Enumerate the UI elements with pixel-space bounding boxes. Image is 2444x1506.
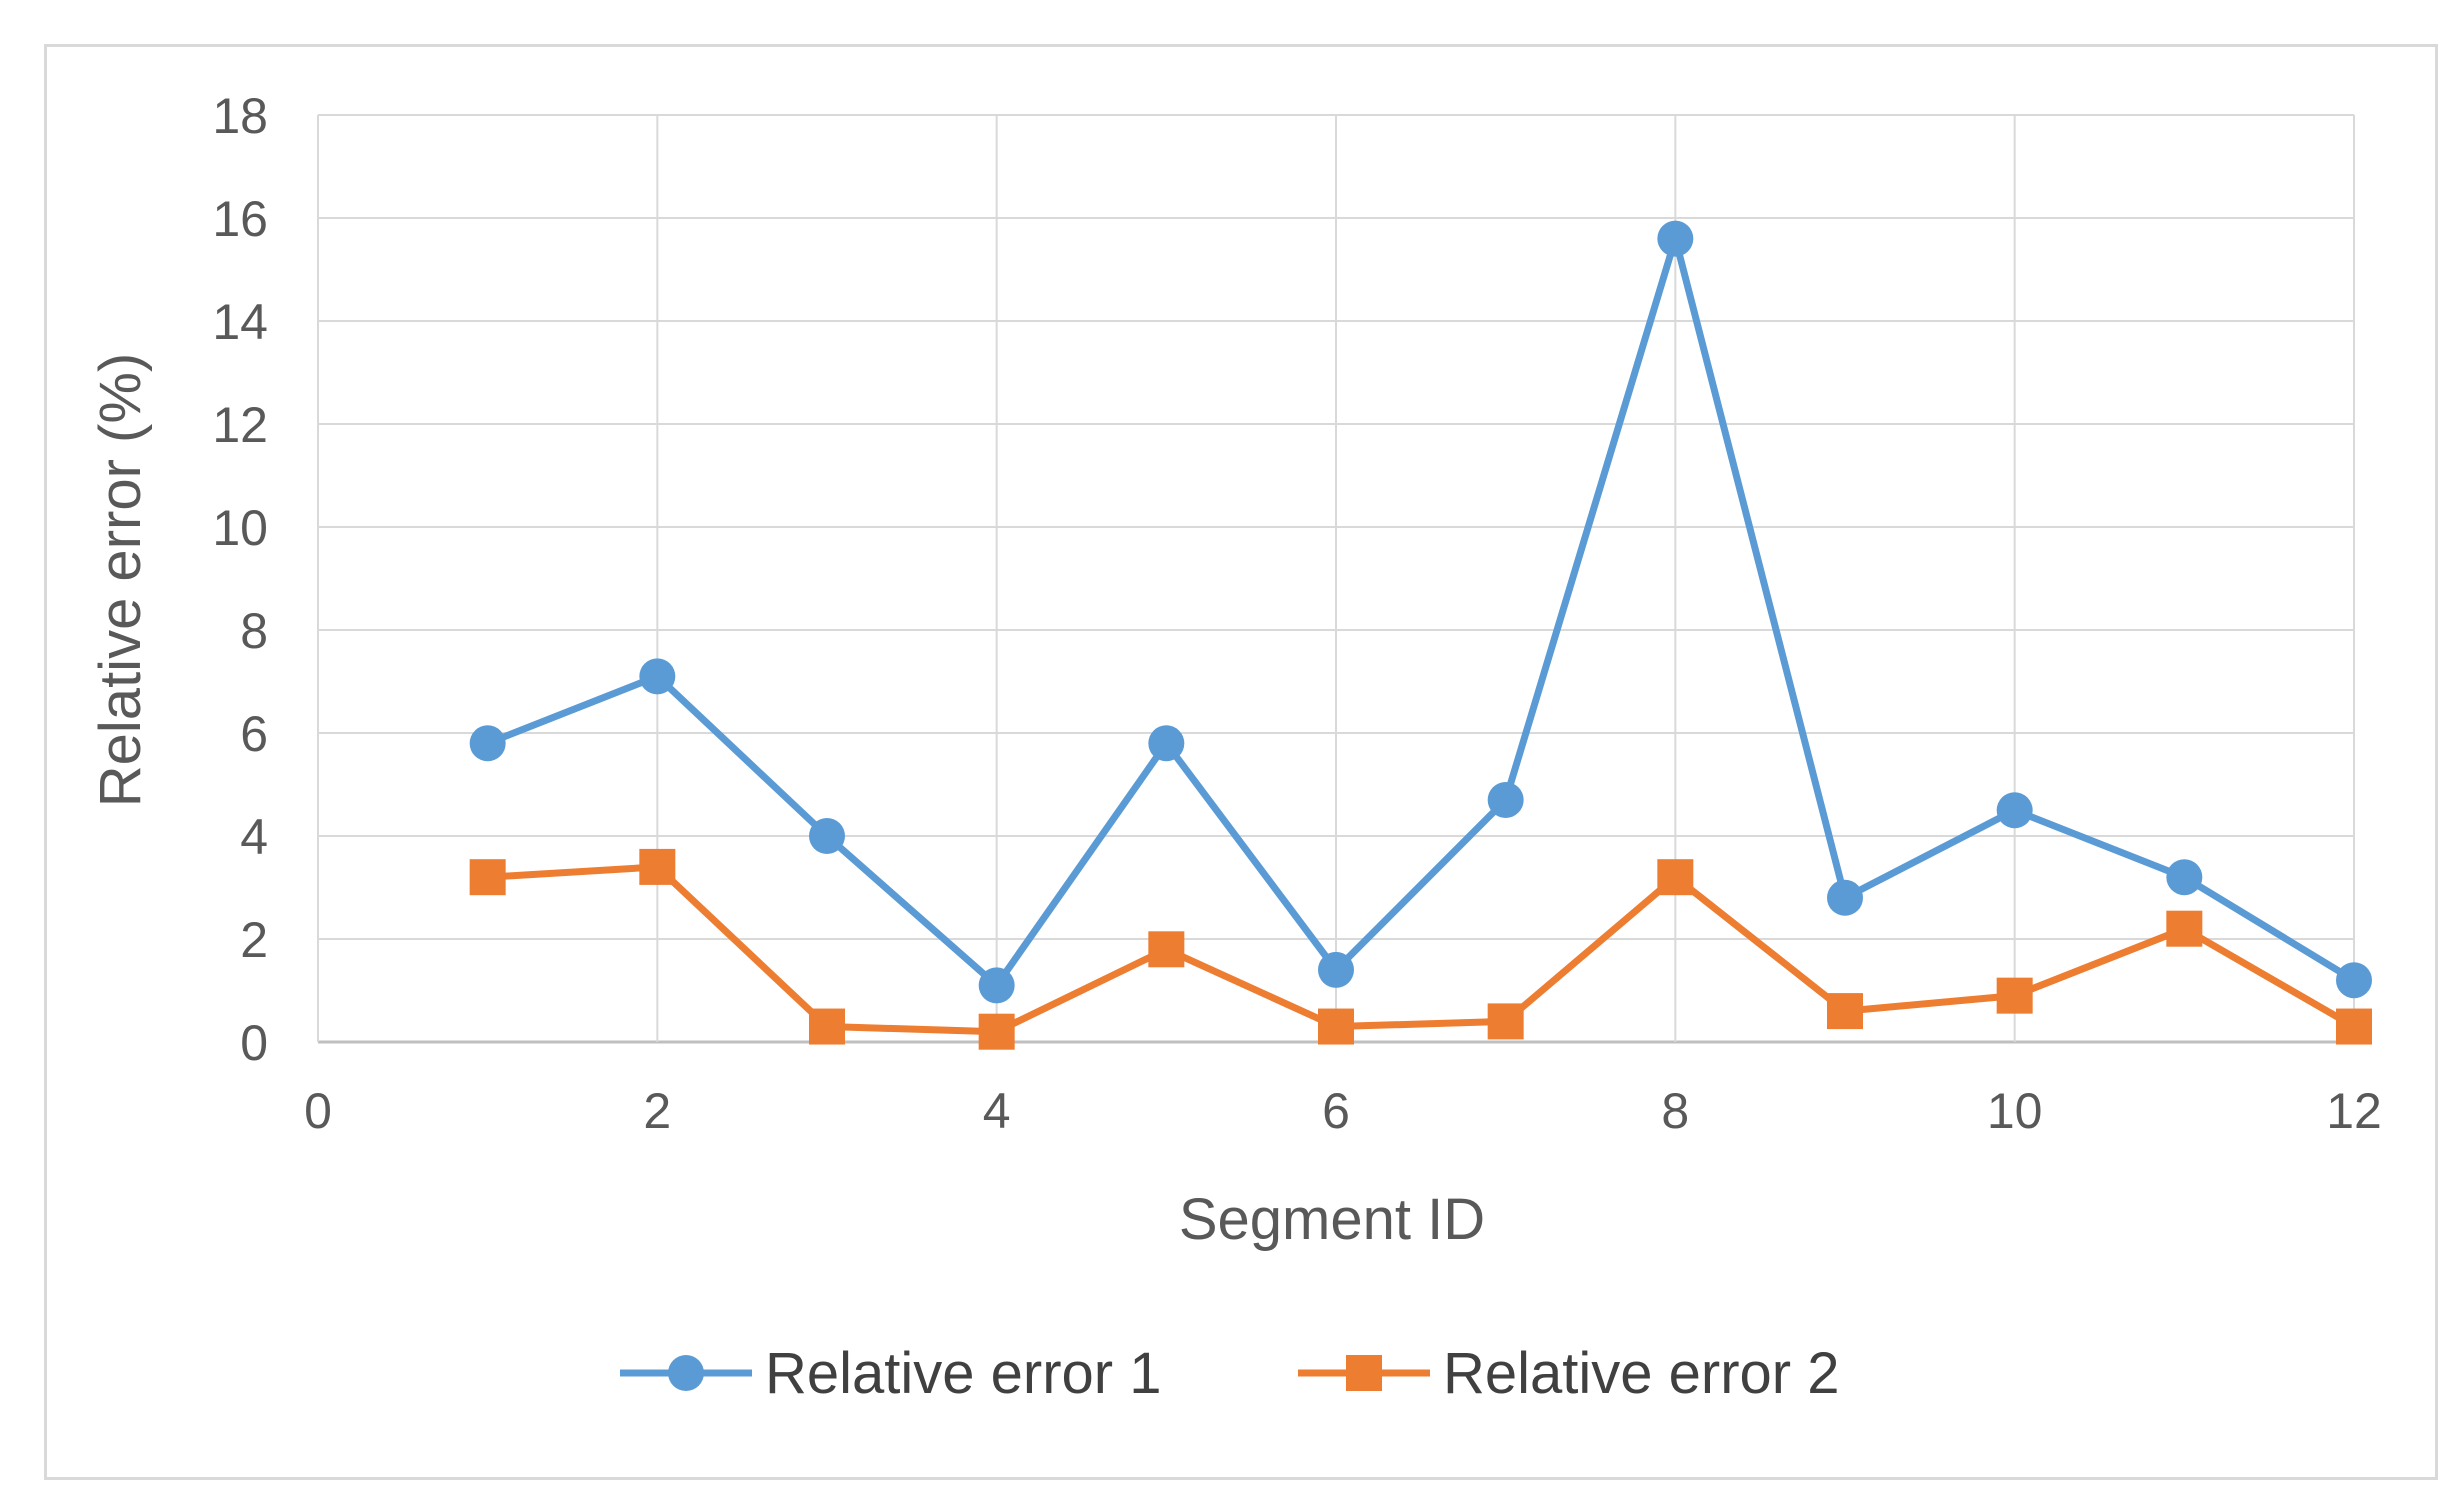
x-tick-label: 0	[304, 1083, 332, 1139]
data-point-series-1	[1657, 220, 1694, 257]
series-markers	[469, 220, 2372, 1050]
x-tick-label: 8	[1661, 1083, 1689, 1139]
legend-item-series-1: Relative error 1	[620, 1341, 1161, 1406]
data-point-series-1	[1148, 725, 1185, 762]
series-line-1	[486, 235, 2356, 989]
data-point-series-2	[1657, 859, 1694, 896]
legend-label-series-1: Relative error 1	[765, 1341, 1161, 1406]
data-point-series-1	[1996, 792, 2033, 829]
data-point-series-2	[1996, 977, 2033, 1014]
legend-marker-circle	[668, 1355, 704, 1391]
x-tick-label: 6	[1322, 1083, 1350, 1139]
y-tick-labels: 0 2 4 6 8 10 12 14 16 18	[212, 88, 268, 1071]
data-point-series-2	[2336, 1008, 2372, 1045]
y-axis-title: Relative error (%)	[88, 353, 153, 807]
data-point-series-2	[2166, 910, 2203, 947]
data-point-series-1	[809, 818, 845, 854]
x-axis-title: Segment ID	[1179, 1187, 1485, 1252]
y-tick-label: 8	[240, 603, 268, 659]
y-tick-label: 6	[240, 706, 268, 762]
y-tick-label: 18	[212, 88, 268, 144]
data-point-series-1	[469, 725, 506, 762]
data-point-series-2	[1318, 1008, 1354, 1045]
y-tick-label: 0	[240, 1015, 268, 1071]
data-point-series-1	[2336, 962, 2372, 999]
data-point-series-2	[1827, 993, 1863, 1030]
data-point-series-2	[469, 859, 506, 896]
x-tick-label: 10	[1987, 1083, 2043, 1139]
y-tick-label: 4	[240, 809, 268, 865]
data-point-series-2	[978, 1013, 1015, 1050]
data-point-series-1	[639, 658, 676, 695]
y-tick-label: 10	[212, 500, 268, 556]
data-point-series-2	[639, 848, 676, 885]
data-point-series-2	[809, 1008, 845, 1045]
y-tick-label: 16	[212, 191, 268, 247]
legend-marker-square	[1346, 1355, 1382, 1391]
data-point-series-2	[1487, 1003, 1524, 1040]
legend-label-series-2: Relative error 2	[1443, 1341, 1839, 1406]
chart-frame	[44, 44, 2438, 1480]
series-lines	[486, 235, 2356, 1036]
y-tick-label: 12	[212, 397, 268, 453]
y-tick-label: 2	[240, 912, 268, 968]
x-tick-label: 4	[983, 1083, 1011, 1139]
legend: Relative error 1 Relative error 2	[620, 1341, 1839, 1406]
series-line-2	[487, 863, 2356, 1036]
data-point-series-1	[2166, 859, 2203, 896]
data-point-series-1	[1827, 879, 1863, 916]
data-point-series-1	[978, 967, 1015, 1004]
x-tick-labels: 0 2 4 6 8 10 12	[304, 1083, 2382, 1139]
x-tick-label: 12	[2326, 1083, 2382, 1139]
data-point-series-1	[1318, 951, 1354, 988]
x-tick-label: 2	[643, 1083, 671, 1139]
data-point-series-1	[1487, 781, 1524, 818]
gridlines	[317, 114, 2355, 1044]
y-tick-label: 14	[212, 294, 268, 350]
legend-item-series-2: Relative error 2	[1298, 1341, 1839, 1406]
data-point-series-2	[1148, 931, 1185, 968]
